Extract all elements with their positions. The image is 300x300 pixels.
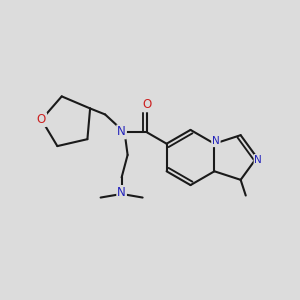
Text: N: N <box>117 125 126 138</box>
Text: N: N <box>117 186 126 199</box>
Text: O: O <box>142 98 152 111</box>
Text: N: N <box>254 155 262 165</box>
Text: N: N <box>212 136 220 146</box>
Text: O: O <box>37 113 46 126</box>
